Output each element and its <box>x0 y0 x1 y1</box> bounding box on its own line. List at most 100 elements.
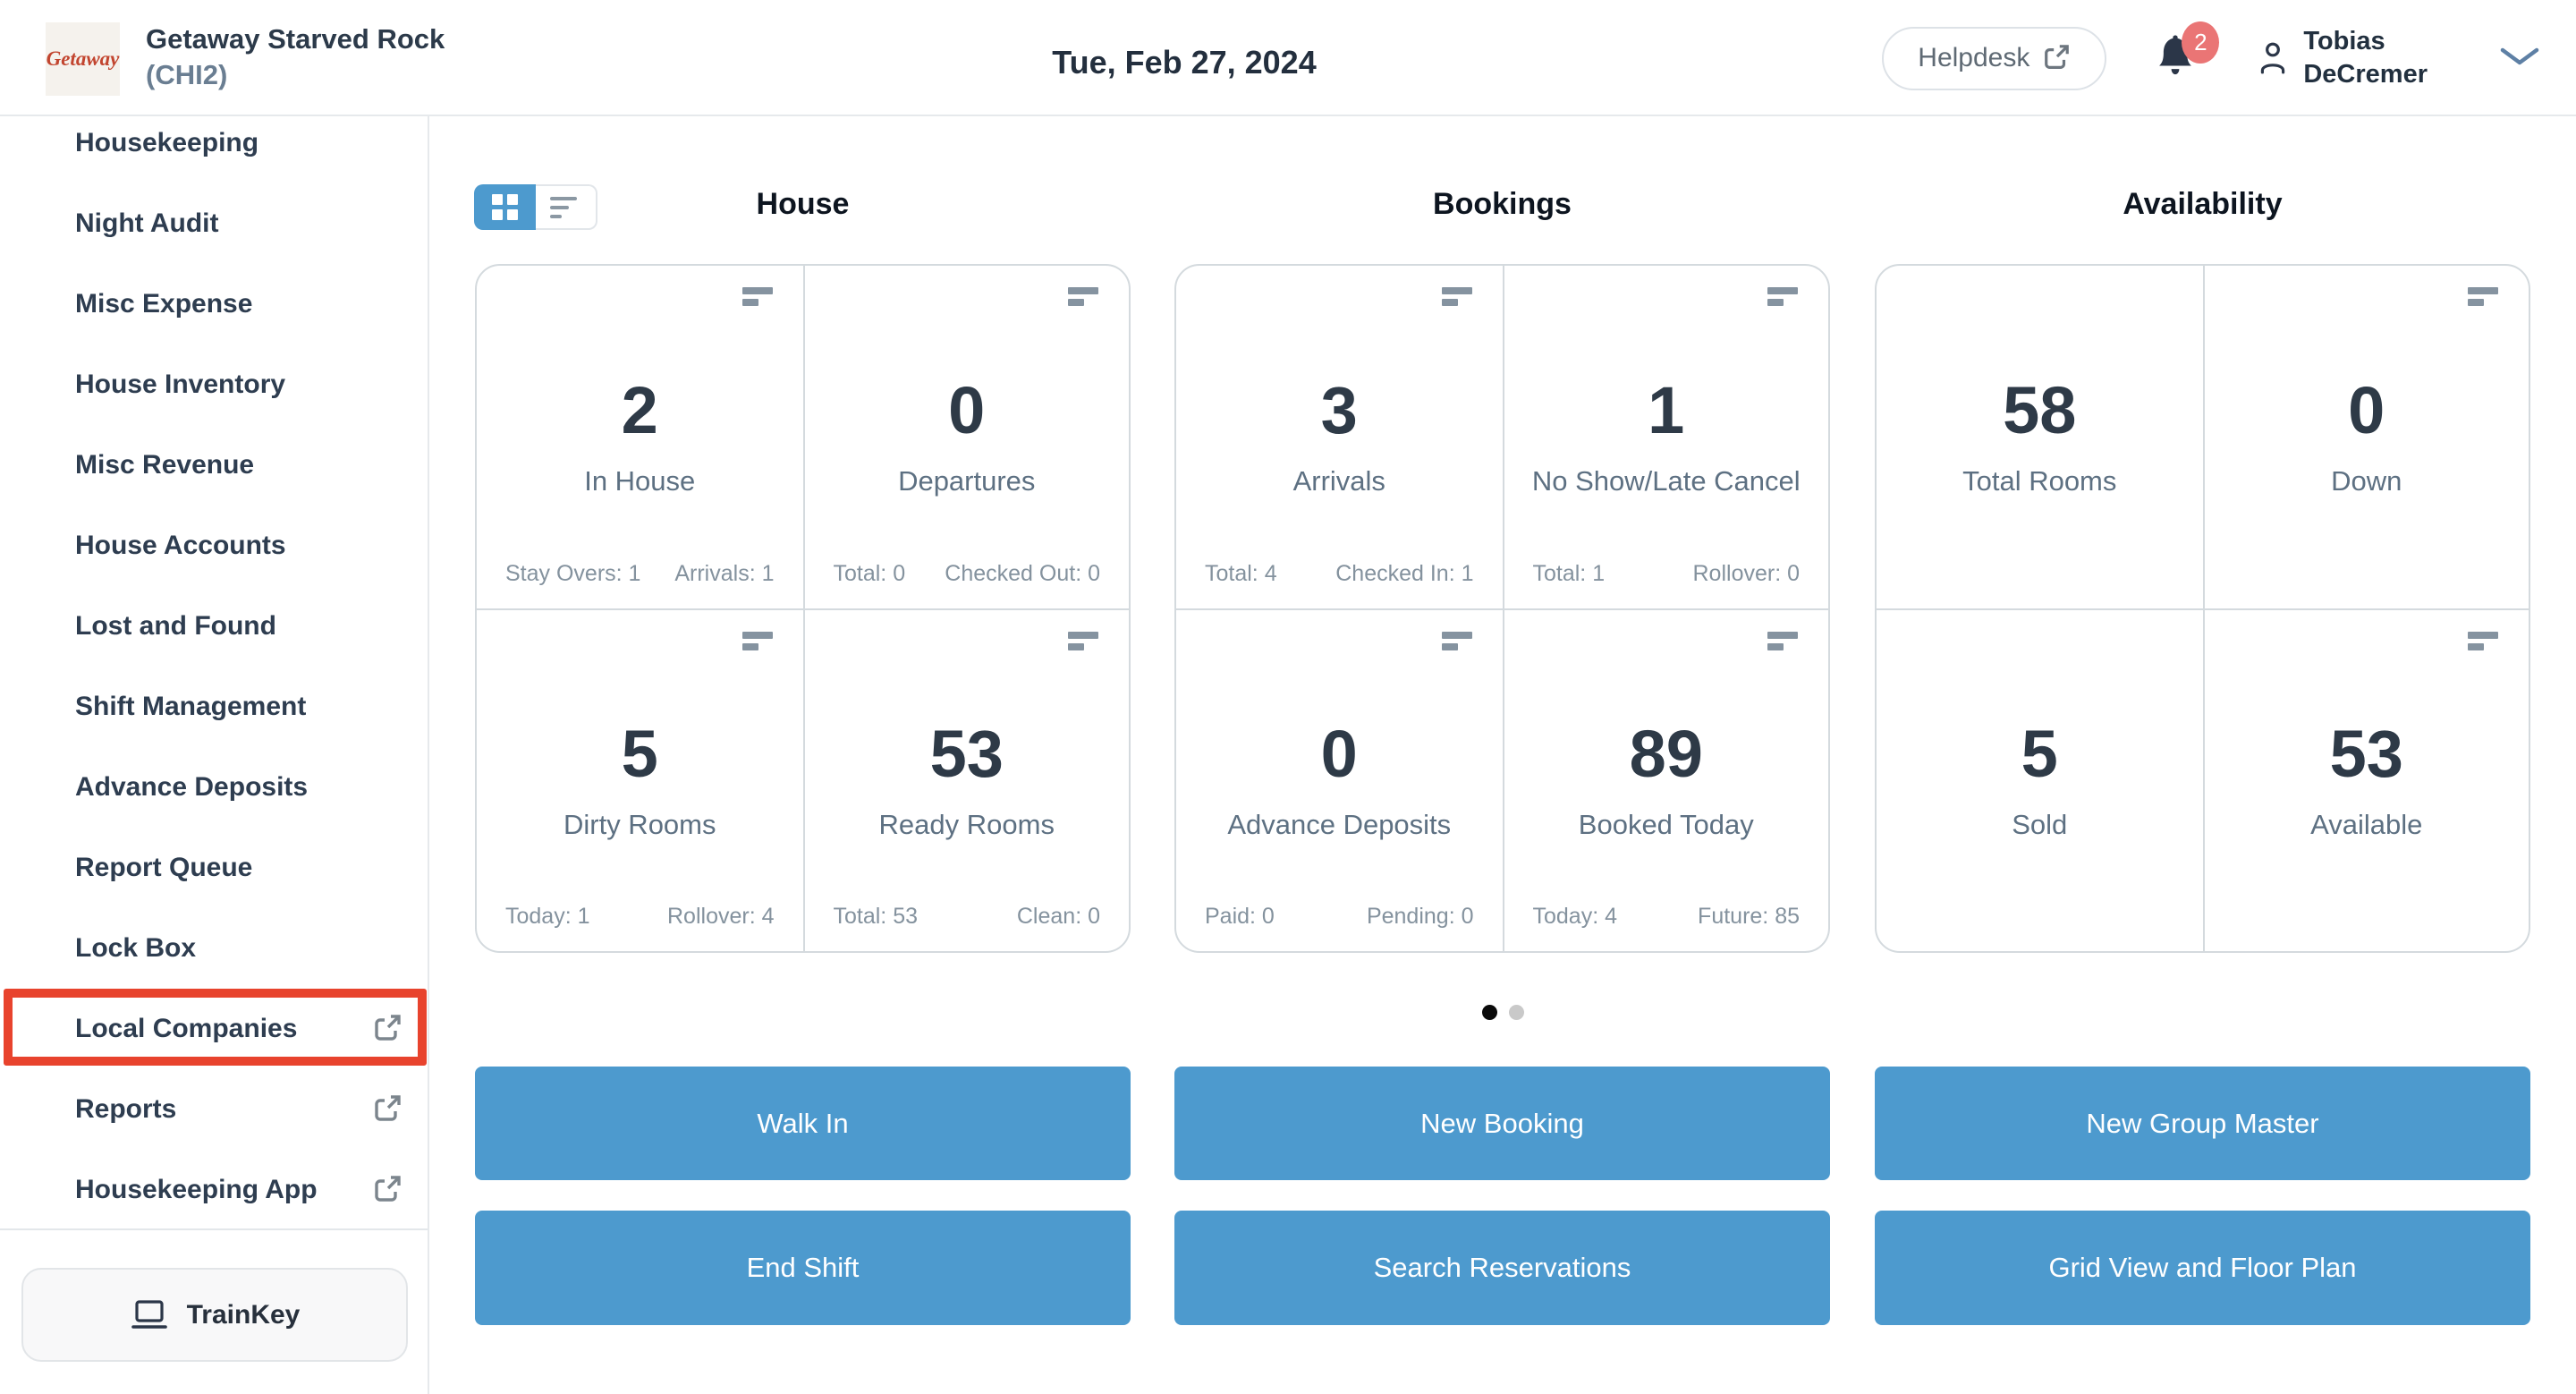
card-stats: Today: 1 Rollover: 4 <box>505 904 775 930</box>
sidebar-item-label: Report Queue <box>75 853 253 882</box>
sidebar-footer: TrainKey <box>0 1228 428 1394</box>
card-menu-icon[interactable] <box>1441 632 1472 650</box>
stat-card-in-house[interactable]: 2 In House Stay Overs: 1 Arrivals: 1 <box>477 266 803 608</box>
list-view-button[interactable] <box>536 184 597 230</box>
sidebar-nav: Housekeeping Night Audit Misc Expense House… <box>0 103 428 1230</box>
section-title-house: House <box>756 187 850 221</box>
card-value: 0 <box>948 372 986 447</box>
sidebar-item-shift-management[interactable]: Shift Management <box>0 667 428 747</box>
sidebar-item-house-inventory[interactable]: House Inventory <box>0 344 428 425</box>
user-last-name: DeCremer <box>2303 60 2428 89</box>
end-shift-button[interactable]: End Shift <box>475 1211 1131 1325</box>
sidebar-item-housekeeping[interactable]: Housekeeping <box>0 103 428 183</box>
carousel-dot-2[interactable] <box>1508 1005 1524 1020</box>
sidebar-item-label: Shift Management <box>75 692 307 721</box>
sidebar-item-local-companies[interactable]: Local Companies <box>0 989 428 1069</box>
card-group-house: 2 In House Stay Overs: 1 Arrivals: 1 0 Depart… <box>475 264 1131 953</box>
sidebar-item-lost-and-found[interactable]: Lost and Found <box>0 586 428 667</box>
sidebar-item-label: Housekeeping <box>75 128 259 157</box>
sidebar-item-label: Local Companies <box>75 1014 298 1043</box>
external-link-icon <box>372 1014 402 1044</box>
notification-badge: 2 <box>2182 21 2220 64</box>
card-label: Departures <box>898 464 1036 497</box>
sidebar-item-label: Advance Deposits <box>75 772 309 802</box>
card-value: 1 <box>1648 372 1685 447</box>
card-label: Total Rooms <box>1962 464 2117 497</box>
sidebar-item-lock-box[interactable]: Lock Box <box>0 908 428 989</box>
card-stat-right: Checked In: 1 <box>1335 561 1474 586</box>
card-value: 5 <box>621 716 658 791</box>
notifications-button[interactable]: 2 <box>2153 21 2220 84</box>
sidebar-item-reports[interactable]: Reports <box>0 1069 428 1150</box>
sidebar-item-label: Lock Box <box>75 933 197 963</box>
sidebar-item-label: Reports <box>75 1094 177 1124</box>
sidebar-item-night-audit[interactable]: Night Audit <box>0 183 428 264</box>
user-menu[interactable]: Tobias DeCremer <box>2258 25 2428 91</box>
trainkey-button[interactable]: TrainKey <box>21 1268 408 1362</box>
user-name: Tobias DeCremer <box>2303 25 2428 91</box>
search-reservations-button[interactable]: Search Reservations <box>1174 1211 1830 1325</box>
brand-logo[interactable]: Getaway <box>46 22 120 96</box>
stat-card-dirty-rooms[interactable]: 5 Dirty Rooms Today: 1 Rollover: 4 <box>477 608 803 951</box>
stat-card-available[interactable]: 53 Available <box>2202 608 2529 951</box>
card-group-availability: 58 Total Rooms 0 Down 5 Sold 53 Available <box>1875 264 2530 953</box>
card-menu-icon[interactable] <box>1767 632 1798 650</box>
property-name: Getaway Starved Rock <box>146 23 445 55</box>
card-menu-icon[interactable] <box>1441 287 1472 306</box>
card-stats: Total: 1 Rollover: 0 <box>1533 561 1801 587</box>
walk-in-button[interactable]: Walk In <box>475 1067 1131 1180</box>
card-value: 53 <box>2329 716 2403 791</box>
new-booking-button[interactable]: New Booking <box>1174 1067 1830 1180</box>
sidebar-item-misc-expense[interactable]: Misc Expense <box>0 264 428 344</box>
user-first-name: Tobias <box>2303 27 2385 55</box>
brand-logo-text: Getaway <box>46 47 120 70</box>
stat-card-down[interactable]: 0 Down <box>2202 266 2529 608</box>
stat-card-no-show-late-cancel[interactable]: 1 No Show/Late Cancel Total: 1 Rollover: 0 <box>1502 266 1829 608</box>
grid-icon <box>492 194 518 220</box>
card-menu-icon[interactable] <box>2468 287 2498 306</box>
header-actions: Helpdesk 2 Tobias DeCremer <box>1882 0 2540 116</box>
sidebar-item-report-queue[interactable]: Report Queue <box>0 828 428 908</box>
stat-card-arrivals[interactable]: 3 Arrivals Total: 4 Checked In: 1 <box>1176 266 1503 608</box>
card-menu-icon[interactable] <box>741 632 773 650</box>
card-value: 58 <box>2003 372 2077 447</box>
card-stat-left: Total: 1 <box>1532 561 1606 586</box>
dashboard-main: House 2 In House Stay Overs: 1 Arrivals: 1 0 D… <box>429 116 2576 1394</box>
card-stat-left: Total: 53 <box>833 904 919 929</box>
stat-card-departures[interactable]: 0 Departures Total: 0 Checked Out: 0 <box>802 266 1130 608</box>
card-menu-icon[interactable] <box>1068 632 1098 650</box>
helpdesk-button[interactable]: Helpdesk <box>1882 26 2107 90</box>
stat-card-advance-deposits[interactable]: 0 Advance Deposits Paid: 0 Pending: 0 <box>1176 608 1503 951</box>
trainkey-label: TrainKey <box>186 1299 301 1330</box>
property-code: (CHI2) <box>146 59 228 90</box>
property-title: Getaway Starved Rock (CHI2) <box>146 21 445 93</box>
card-stats: Stay Overs: 1 Arrivals: 1 <box>505 561 775 587</box>
stat-card-booked-today[interactable]: 89 Booked Today Today: 4 Future: 85 <box>1502 608 1828 951</box>
card-stat-left: Total: 4 <box>1205 561 1277 586</box>
sidebar-item-misc-revenue[interactable]: Misc Revenue <box>0 425 428 506</box>
new-group-master-button[interactable]: New Group Master <box>1875 1067 2530 1180</box>
card-menu-icon[interactable] <box>2468 632 2498 650</box>
card-label: Arrivals <box>1292 464 1385 497</box>
card-menu-icon[interactable] <box>1068 287 1098 306</box>
section-title-bookings: Bookings <box>1433 187 1572 221</box>
app-header: Getaway Getaway Starved Rock (CHI2) Tue,… <box>0 0 2576 116</box>
card-stats: Today: 4 Future: 85 <box>1533 904 1801 930</box>
person-icon <box>2261 42 2285 74</box>
sidebar-item-advance-deposits[interactable]: Advance Deposits <box>0 747 428 828</box>
user-menu-toggle[interactable] <box>2499 47 2540 71</box>
chevron-down-icon <box>2500 47 2539 64</box>
stat-card-total-rooms[interactable]: 58 Total Rooms <box>1877 266 2203 608</box>
laptop-icon <box>131 1299 167 1329</box>
card-label: Advance Deposits <box>1227 808 1452 840</box>
sidebar-item-housekeeping-app[interactable]: Housekeeping App <box>0 1150 428 1230</box>
carousel-dot-1[interactable] <box>1481 1005 1497 1020</box>
grid-view-and-floor-plan-button[interactable]: Grid View and Floor Plan <box>1875 1211 2530 1325</box>
grid-view-button[interactable] <box>474 184 536 230</box>
card-menu-icon[interactable] <box>1767 287 1798 306</box>
stat-card-ready-rooms[interactable]: 53 Ready Rooms Total: 53 Clean: 0 <box>802 608 1129 951</box>
carousel-pagination <box>429 1005 2576 1020</box>
sidebar-item-house-accounts[interactable]: House Accounts <box>0 506 428 586</box>
card-menu-icon[interactable] <box>741 287 773 306</box>
stat-card-sold[interactable]: 5 Sold <box>1877 608 2203 951</box>
